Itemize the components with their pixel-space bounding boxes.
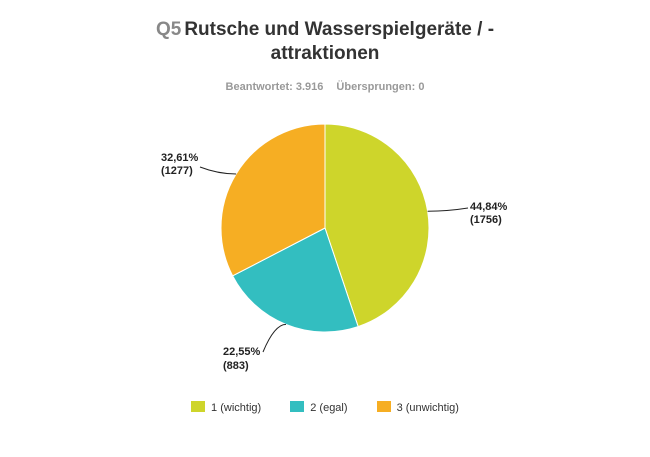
slice-3-count-label: (1277) [161,165,193,177]
leader-lines [199,166,469,353]
legend-label-2: 2 (egal) [310,402,348,414]
legend-item-3: 3 (unwichtig) [376,401,459,414]
legend-item-1: 1 (wichtig) [191,401,261,414]
question-number: Q5 [155,19,182,40]
response-stats: Beantwortet: 3.916 Übersprungen: 0 [0,81,650,93]
slice-2-percent-label: 22,55% [223,346,261,358]
answered-count: Beantwortet: 3.916 [225,81,324,93]
leader-line-1 [427,207,469,212]
chart-title: Q5 Rutsche und Wasserspielgeräte / - attr… [0,18,650,66]
legend-swatch-1 [191,401,206,412]
slice-1-percent-label: 44,84% [470,201,508,213]
legend-swatch-2 [290,401,305,412]
pie-slice-1 [324,123,430,328]
legend-swatch-3 [376,401,391,412]
title-line-1: Rutsche und Wasserspielgeräte / - [184,19,495,40]
legend-label-1: 1 (wichtig) [211,402,262,414]
slice-1-count-label: (1756) [470,214,502,226]
chart-legend: 1 (wichtig) 2 (egal) 3 (unwichtig) [0,401,650,414]
data-labels: 44,84% (1756) 22,55% (883) 32,61% (1277) [161,152,508,372]
slice-2-count-label: (883) [223,360,249,372]
leader-line-2 [262,323,287,353]
legend-item-2: 2 (egal) [290,401,348,414]
pie-slice-3 [220,123,326,277]
slice-3-percent-label: 32,61% [161,152,199,164]
title-line-2: attraktionen [270,43,380,64]
leader-line-3 [199,166,237,175]
skipped-count: Übersprungen: 0 [336,81,425,93]
pie-slices [220,123,430,333]
legend-label-3: 3 (unwichtig) [396,402,459,414]
